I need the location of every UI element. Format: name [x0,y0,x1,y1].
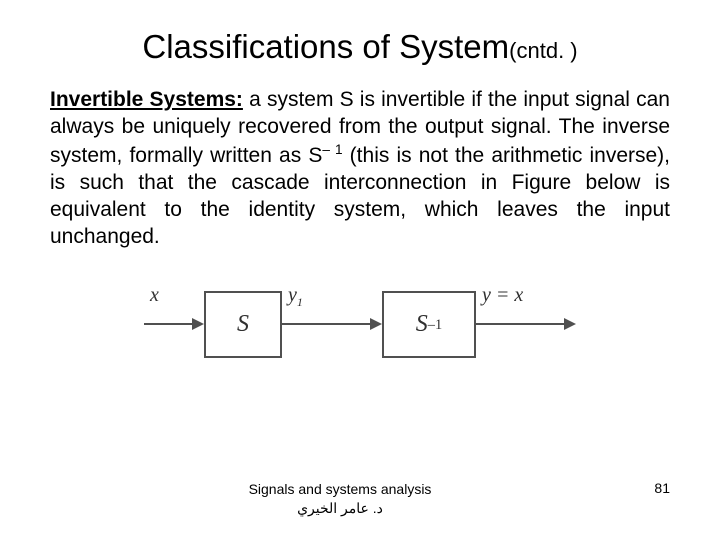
arrow-line [144,323,192,325]
course-name: Signals and systems analysis [50,480,630,499]
input-label: x [150,284,159,307]
arrow-mid: y1 [282,306,382,342]
system-block-sinv: S–1 [382,291,476,358]
system-block-s: S [204,291,282,358]
arrow-line [282,323,370,325]
output-label: y = x [482,284,523,307]
author-name: د. عامر الخيري [50,499,630,518]
superscript-1: – 1 [322,142,342,157]
title-main: Classifications of System [142,28,509,65]
slide-title: Classifications of System(cntd. ) [50,28,670,66]
mid-label: y1 [288,284,303,310]
definition-heading: Invertible Systems: [50,88,243,111]
sinv-label: S [416,311,428,338]
slide-footer: Signals and systems analysis د. عامر الخ… [50,480,670,518]
title-suffix: (cntd. ) [509,38,577,63]
arrow-line [476,323,564,325]
body-paragraph: Invertible Systems: a system S is invert… [50,86,670,251]
footer-center: Signals and systems analysis د. عامر الخ… [50,480,630,518]
y1-sub: 1 [297,295,303,309]
block-diagram: x S y1 S–1 y = x [50,291,670,358]
arrow-output: y = x [476,306,576,342]
s-label: S [237,311,249,338]
arrow-head-icon [370,318,382,330]
page-number: 81 [630,480,670,496]
y1-pre: y [288,284,297,306]
arrow-input: x [144,306,204,342]
arrow-head-icon [192,318,204,330]
sinv-sup: –1 [428,317,442,334]
arrow-head-icon [564,318,576,330]
